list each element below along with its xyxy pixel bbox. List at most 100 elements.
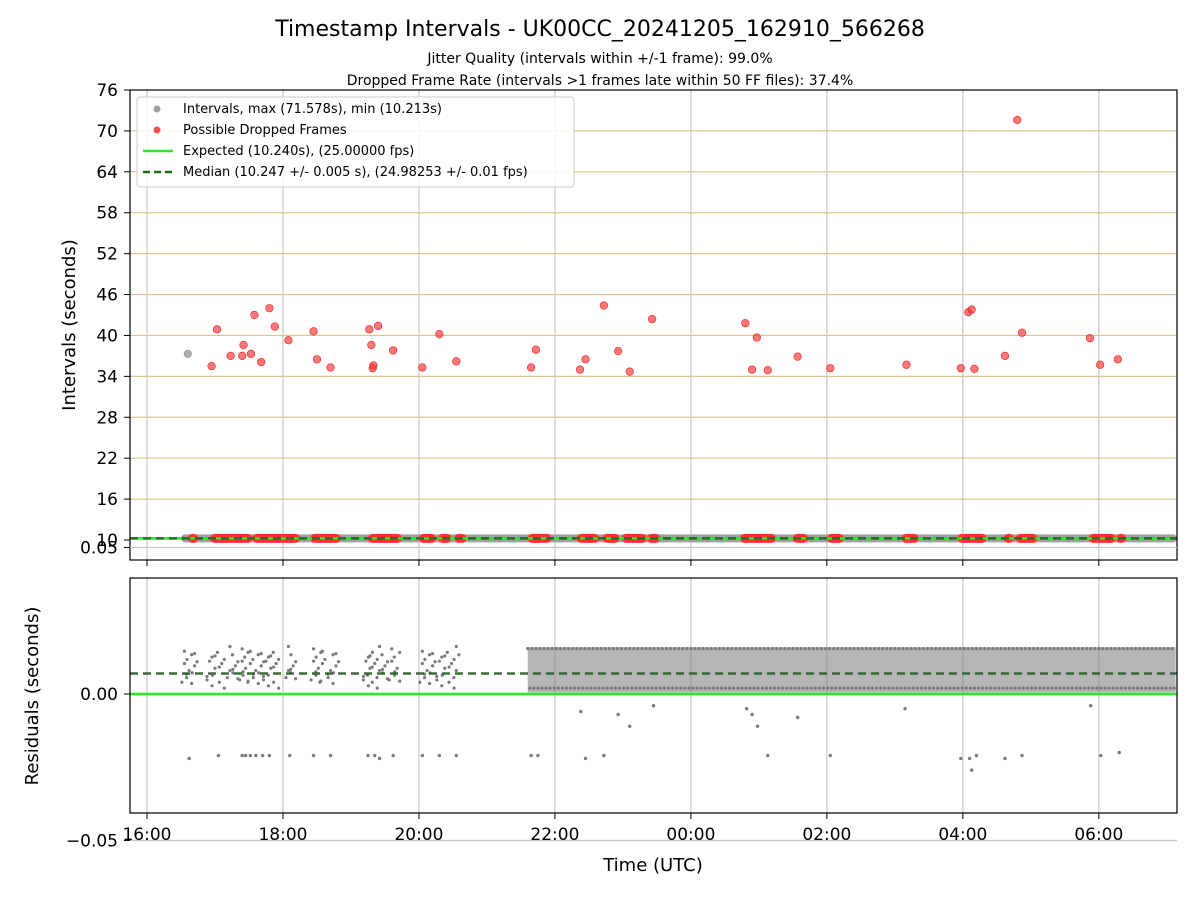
residual-point: [656, 646, 660, 651]
residual-point: [1046, 686, 1050, 690]
residual-point: [320, 649, 325, 653]
residual-point: [1156, 686, 1160, 690]
residual-point: [269, 666, 273, 670]
residual-point: [836, 646, 840, 651]
residual-point: [1117, 646, 1121, 651]
residual-point: [803, 646, 807, 651]
residual-point: [815, 646, 819, 651]
residual-point: [962, 646, 966, 651]
residual-point: [940, 686, 944, 690]
residual-point: [766, 646, 770, 651]
residuals-points: [180, 644, 1176, 772]
residual-point: [1048, 646, 1052, 651]
residual-point: [862, 686, 866, 690]
residual-point: [1119, 686, 1123, 690]
residual-point: [190, 653, 194, 657]
residual-point: [311, 647, 316, 651]
residuals-x-tick-label: 04:00: [938, 825, 987, 845]
residual-point: [336, 660, 341, 664]
residuals-plot-frame: [129, 577, 1178, 814]
residual-point: [445, 650, 449, 654]
residual-point: [210, 684, 214, 688]
residual-point: [1148, 686, 1152, 690]
residual-point: [717, 646, 722, 651]
residual-point: [621, 686, 626, 690]
residuals-reference-lines: [130, 672, 1177, 696]
residual-outlier-point: [795, 715, 800, 720]
legend-marker-dropped: [153, 126, 161, 134]
residual-point: [758, 646, 762, 651]
residual-outlier-point: [454, 753, 459, 758]
residual-point: [248, 649, 252, 653]
residual-point: [443, 654, 447, 658]
residual-point: [685, 646, 689, 651]
residual-point: [832, 646, 836, 651]
residual-point: [748, 686, 752, 690]
residual-point: [1125, 646, 1129, 651]
residual-point: [222, 657, 226, 662]
residual-point: [1021, 686, 1025, 690]
residual-point: [261, 674, 266, 679]
residual-point: [662, 686, 666, 690]
residual-point: [964, 686, 968, 690]
residual-point: [697, 646, 701, 651]
residual-point: [1101, 646, 1105, 651]
residual-point: [1003, 646, 1007, 651]
residual-point: [1113, 646, 1117, 651]
residual-point: [318, 680, 322, 684]
residual-point: [373, 661, 377, 666]
residual-point: [1027, 646, 1032, 651]
residual-point: [425, 668, 429, 673]
residual-outlier-point: [750, 712, 754, 717]
residual-point: [991, 646, 995, 651]
dropped-frame-point: [326, 363, 335, 372]
residual-point: [658, 686, 662, 690]
residual-point: [1054, 686, 1058, 690]
residual-point: [834, 686, 838, 690]
legend-label-median: Median (10.247 +/- 0.005 s), (24.98253 +…: [183, 165, 528, 180]
residual-point: [228, 644, 232, 649]
residual-point: [976, 686, 981, 690]
residual-point: [785, 686, 789, 690]
chart-title: Timestamp Intervals - UK00CC_20241205_16…: [274, 17, 925, 42]
residual-point: [1160, 686, 1164, 690]
residual-point: [454, 668, 458, 673]
intervals-y-tick-label: 76: [96, 81, 118, 101]
residual-point: [921, 646, 926, 651]
residual-point: [228, 668, 232, 673]
residual-outlier-point: [583, 756, 588, 761]
residual-point: [311, 659, 316, 663]
residual-point: [1025, 686, 1030, 690]
residual-outlier-point: [1020, 753, 1024, 758]
residual-point: [190, 681, 194, 686]
dropped-frame-point: [614, 347, 623, 356]
residual-point: [705, 646, 709, 651]
residual-point: [449, 661, 454, 666]
residual-outlier-point: [529, 753, 533, 758]
residual-point: [1058, 686, 1062, 690]
residual-point: [897, 646, 901, 651]
residual-point: [893, 646, 897, 651]
residual-point: [901, 646, 905, 651]
residual-point: [185, 657, 189, 662]
residual-point: [1023, 646, 1027, 651]
dropped-frame-point: [1017, 328, 1027, 337]
residual-point: [546, 646, 550, 651]
residual-point: [874, 686, 879, 690]
residual-point: [632, 646, 636, 651]
residual-point: [601, 686, 605, 690]
residual-point: [934, 646, 938, 651]
residual-point: [679, 686, 683, 690]
residual-outlier-point: [187, 756, 191, 761]
legend-label-dropped: Possible Dropped Frames: [183, 123, 347, 138]
residual-point: [703, 686, 707, 690]
residual-outlier-point: [260, 753, 265, 758]
residual-outlier-point: [254, 753, 258, 758]
residual-point: [272, 680, 276, 684]
residual-point: [205, 674, 209, 679]
residual-point: [691, 686, 695, 690]
residual-point: [842, 686, 846, 690]
residual-point: [1103, 686, 1107, 690]
residuals-y-tick-label: −0.05: [66, 832, 118, 852]
residual-point: [903, 686, 907, 690]
